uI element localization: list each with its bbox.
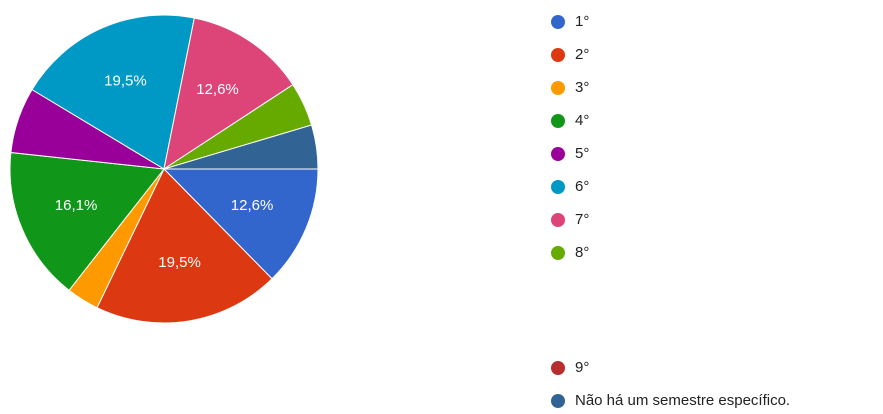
pie-slice [163,124,319,170]
slice-label: 19,5% [104,73,147,90]
slice-label: 12,6% [196,81,239,98]
slice-label: 12,6% [231,197,274,214]
legend-marker [551,394,565,408]
legend-marker [551,114,565,128]
legend-marker [551,246,565,260]
legend-label: 1° [575,13,589,30]
legend-label: 6° [575,178,589,195]
legend-label: 5° [575,145,589,162]
legend-label: 8° [575,244,589,261]
legend-marker [551,180,565,194]
legend-marker [551,361,565,375]
pie-slice [31,14,195,170]
slice-label: 19,5% [158,254,201,271]
legend-marker [551,213,565,227]
pie-slice [9,151,165,291]
pie-slice [163,17,294,171]
pie-slice [96,168,273,324]
legend-label: Não há um semestre específico. [575,392,790,409]
legend-label: 7° [575,211,589,228]
legend-marker [551,147,565,161]
slice-label: 16,1% [55,197,98,214]
pie-slice [162,168,319,280]
legend-marker [551,81,565,95]
legend-label: 9° [575,359,589,376]
legend-marker [551,48,565,62]
legend-label: 4° [575,112,589,129]
legend-label: 3° [575,79,589,96]
legend-marker [551,15,565,29]
legend-label: 2° [575,46,589,63]
